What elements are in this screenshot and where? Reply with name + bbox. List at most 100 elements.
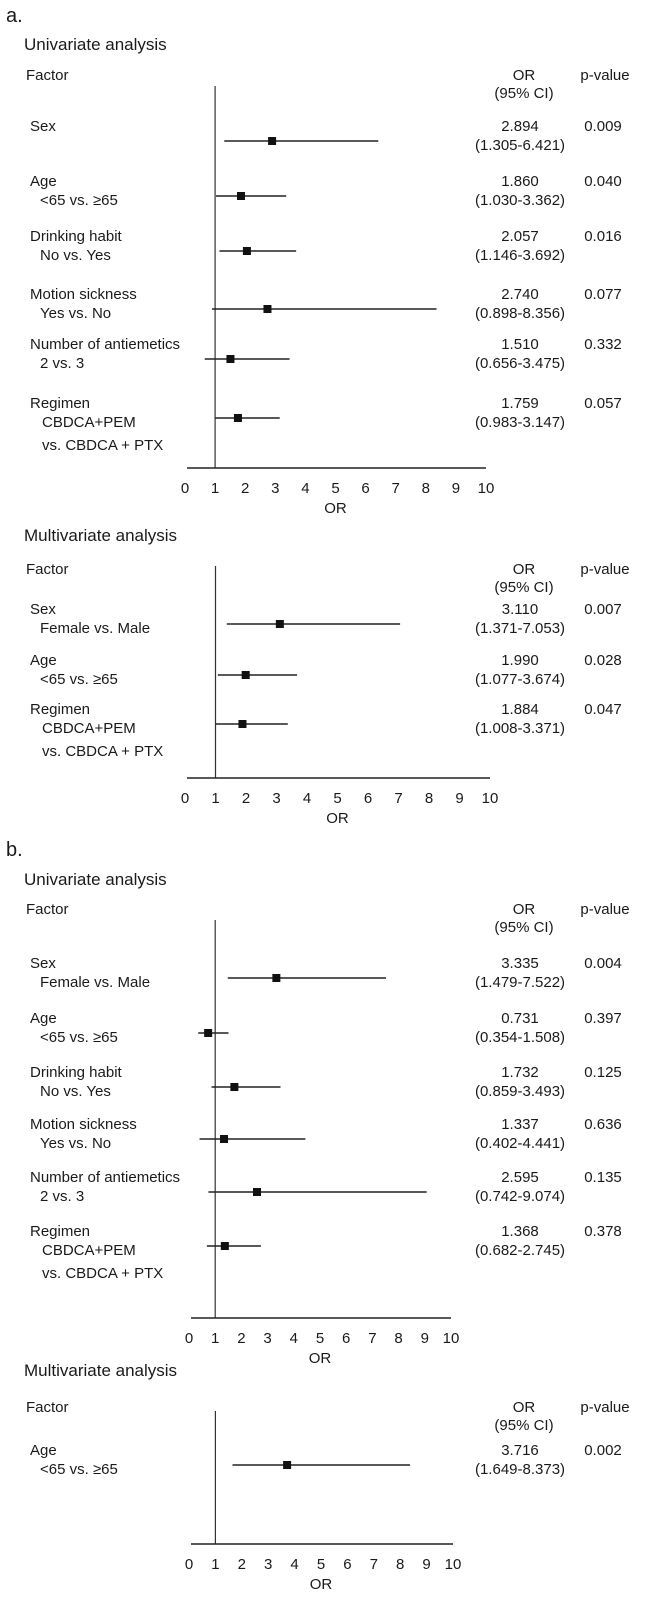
or-value: 1.368 xyxy=(501,1223,539,1240)
x-tick-label: 9 xyxy=(422,1556,430,1573)
p-value: 0.057 xyxy=(584,395,622,412)
p-value: 0.378 xyxy=(584,1223,622,1240)
factor-header: Factor xyxy=(26,901,69,918)
ci-value: (0.682-2.745) xyxy=(475,1242,565,1259)
or-value: 2.595 xyxy=(501,1169,539,1186)
p-value: 0.125 xyxy=(584,1064,622,1081)
x-tick-label: 6 xyxy=(361,480,369,497)
x-tick-label: 10 xyxy=(445,1556,462,1573)
odds-ratio-point xyxy=(230,1083,239,1091)
p-value: 0.009 xyxy=(584,118,622,135)
p-value: 0.040 xyxy=(584,173,622,190)
factor-label: Age xyxy=(30,1442,57,1459)
factor-label: Number of antiemetics xyxy=(30,336,180,353)
p-value: 0.016 xyxy=(584,228,622,245)
x-tick-label: 2 xyxy=(237,1330,245,1347)
factor-label: Motion sickness xyxy=(30,1116,137,1133)
factor-sublabel: Yes vs. No xyxy=(40,305,111,322)
x-tick-label: 5 xyxy=(331,480,339,497)
factor-label: Regimen xyxy=(30,395,90,412)
factor-label: Number of antiemetics xyxy=(30,1169,180,1186)
x-tick-label: 4 xyxy=(303,790,311,807)
p-value-header: p-value xyxy=(580,1399,629,1416)
factor-header: Factor xyxy=(26,1399,69,1416)
x-tick-label: 6 xyxy=(342,1330,350,1347)
ci-value: (1.030-3.362) xyxy=(475,192,565,209)
or-value: 1.337 xyxy=(501,1116,539,1133)
p-value: 0.028 xyxy=(584,652,622,669)
factor-label: Drinking habit xyxy=(30,1064,123,1081)
odds-ratio-point xyxy=(238,720,247,728)
ci-value: (0.656-3.475) xyxy=(475,355,565,372)
x-axis-title: OR xyxy=(310,1576,333,1593)
odds-ratio-point xyxy=(220,1135,229,1143)
x-tick-label: 10 xyxy=(443,1330,460,1347)
ci-value: (1.305-6.421) xyxy=(475,137,565,154)
x-tick-label: 7 xyxy=(368,1330,376,1347)
factor-sublabel: Yes vs. No xyxy=(40,1135,111,1152)
odds-ratio-point xyxy=(283,1461,292,1469)
factor-sublabel: vs. CBDCA + PTX xyxy=(42,437,163,454)
factor-label: Age xyxy=(30,652,57,669)
x-tick-label: 2 xyxy=(238,1556,246,1573)
factor-label: Regimen xyxy=(30,1223,90,1240)
x-tick-label: 8 xyxy=(394,1330,402,1347)
factor-header: Factor xyxy=(26,67,69,84)
factor-sublabel: Female vs. Male xyxy=(40,974,150,991)
x-tick-label: 4 xyxy=(301,480,309,497)
x-tick-label: 0 xyxy=(185,1556,193,1573)
ci-value: (1.649-8.373) xyxy=(475,1461,565,1478)
ci-header: (95% CI) xyxy=(494,579,553,596)
factor-label: Sex xyxy=(30,601,56,618)
p-value-header: p-value xyxy=(580,901,629,918)
x-tick-label: 5 xyxy=(317,1556,325,1573)
factor-sublabel: vs. CBDCA + PTX xyxy=(42,743,163,760)
x-tick-label: 1 xyxy=(211,790,219,807)
section-title-b-multivariate: Multivariate analysis xyxy=(24,1361,177,1380)
x-tick-label: 7 xyxy=(392,480,400,497)
x-tick-label: 3 xyxy=(263,1330,271,1347)
or-value: 3.335 xyxy=(501,955,539,972)
or-header: OR xyxy=(513,1399,536,1416)
odds-ratio-point xyxy=(242,247,251,255)
x-tick-label: 3 xyxy=(272,790,280,807)
or-value: 3.110 xyxy=(502,601,538,618)
factor-label: Age xyxy=(30,1010,57,1027)
x-tick-label: 8 xyxy=(396,1556,404,1573)
x-tick-label: 5 xyxy=(333,790,341,807)
panel-label-a: a. xyxy=(6,5,23,27)
or-value: 1.732 xyxy=(501,1064,539,1081)
x-tick-label: 4 xyxy=(290,1330,298,1347)
p-value-header: p-value xyxy=(580,561,629,578)
factor-label: Regimen xyxy=(30,701,90,718)
x-tick-label: 3 xyxy=(264,1556,272,1573)
ci-header: (95% CI) xyxy=(494,85,553,102)
odds-ratio-point xyxy=(204,1029,213,1037)
odds-ratio-point xyxy=(252,1188,261,1196)
odds-ratio-point xyxy=(241,671,250,679)
x-tick-label: 1 xyxy=(211,1556,219,1573)
ci-value: (0.898-8.356) xyxy=(475,305,565,322)
p-value: 0.135 xyxy=(584,1169,622,1186)
p-value: 0.002 xyxy=(584,1442,622,1459)
odds-ratio-point xyxy=(268,137,277,145)
factor-label: Sex xyxy=(30,955,56,972)
ci-value: (0.742-9.074) xyxy=(475,1188,565,1205)
p-value: 0.007 xyxy=(584,601,622,618)
or-value: 1.990 xyxy=(501,652,539,669)
p-value: 0.047 xyxy=(584,701,622,718)
factor-label: Motion sickness xyxy=(30,286,137,303)
or-value: 0.731 xyxy=(501,1010,539,1027)
x-axis-title: OR xyxy=(326,810,349,827)
ci-value: (1.479-7.522) xyxy=(475,974,565,991)
or-value: 1.860 xyxy=(501,173,539,190)
ci-value: (1.371-7.053) xyxy=(475,620,565,637)
section-title-b-univariate: Univariate analysis xyxy=(24,870,167,889)
ci-value: (0.354-1.508) xyxy=(475,1029,565,1046)
p-value: 0.636 xyxy=(584,1116,622,1133)
x-tick-label: 5 xyxy=(316,1330,324,1347)
or-value: 1.884 xyxy=(501,701,539,718)
p-value: 0.004 xyxy=(584,955,622,972)
p-value: 0.077 xyxy=(584,286,622,303)
odds-ratio-point xyxy=(226,355,235,363)
